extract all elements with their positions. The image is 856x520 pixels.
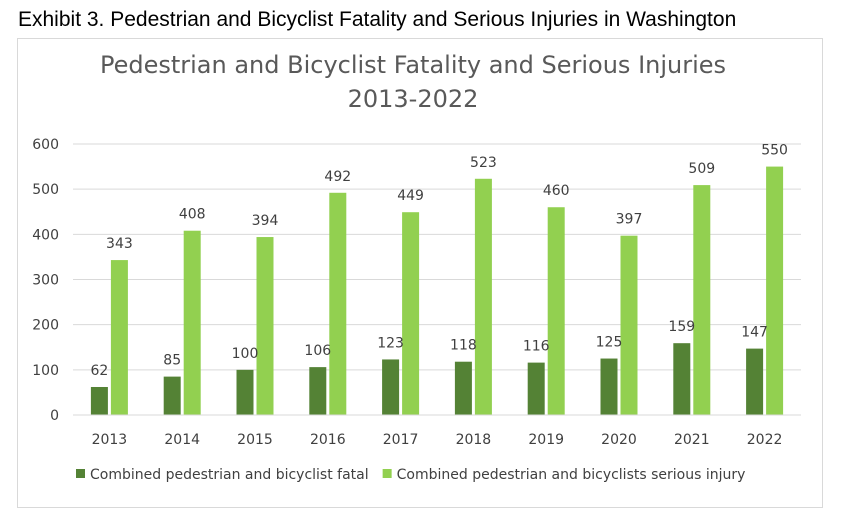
x-tick-label: 2020 bbox=[601, 432, 637, 448]
y-tick-label: 0 bbox=[50, 408, 59, 424]
bar-fatal bbox=[90, 386, 108, 415]
y-tick-label: 100 bbox=[32, 363, 59, 379]
x-tick-label: 2021 bbox=[674, 432, 710, 448]
bar-serious-injury bbox=[256, 237, 274, 415]
bar-serious-injury bbox=[402, 212, 420, 415]
y-tick-label: 500 bbox=[32, 182, 59, 198]
data-label: 62 bbox=[90, 363, 108, 379]
data-label: 509 bbox=[688, 161, 715, 177]
bar-serious-injury bbox=[110, 260, 128, 415]
data-label: 394 bbox=[252, 213, 279, 229]
data-label: 116 bbox=[523, 339, 550, 355]
x-tick-label: 2019 bbox=[528, 432, 564, 448]
bar-fatal bbox=[454, 361, 472, 415]
data-label: 408 bbox=[179, 207, 206, 223]
data-label: 343 bbox=[106, 236, 133, 252]
data-label: 460 bbox=[543, 183, 570, 199]
x-tick-label: 2013 bbox=[92, 432, 128, 448]
y-tick-label: 200 bbox=[32, 318, 59, 334]
legend-label-fatal: Combined pedestrian and bicyclist fatal bbox=[90, 467, 369, 483]
bar-serious-injury bbox=[547, 207, 565, 415]
y-tick-label: 400 bbox=[32, 227, 59, 243]
bar-serious-injury bbox=[620, 235, 638, 415]
bar-serious-injury bbox=[766, 166, 784, 415]
data-label: 100 bbox=[232, 346, 259, 362]
chart-title: Pedestrian and Bicyclist Fatality and Se… bbox=[100, 51, 726, 79]
bar-fatal bbox=[746, 348, 764, 415]
chart-area: Pedestrian and Bicyclist Fatality and Se… bbox=[17, 38, 823, 508]
data-label: 147 bbox=[741, 325, 768, 341]
bar-fatal bbox=[382, 359, 400, 415]
bar-fatal bbox=[527, 362, 545, 415]
bar-fatal bbox=[600, 358, 618, 415]
legend-label-serious-injury: Combined pedestrian and bicyclists serio… bbox=[397, 467, 746, 483]
bar-chart: Pedestrian and Bicyclist Fatality and Se… bbox=[32, 51, 801, 483]
x-tick-label: 2016 bbox=[310, 432, 346, 448]
data-label: 125 bbox=[596, 335, 623, 351]
data-label: 106 bbox=[304, 343, 331, 359]
data-label: 550 bbox=[761, 143, 788, 159]
bar-fatal bbox=[236, 369, 254, 415]
bar-serious-injury bbox=[183, 230, 201, 415]
data-label: 492 bbox=[324, 169, 351, 185]
data-label: 118 bbox=[450, 338, 477, 354]
bar-fatal bbox=[309, 367, 327, 415]
data-label: 159 bbox=[668, 319, 695, 335]
x-tick-label: 2015 bbox=[237, 432, 273, 448]
data-label: 85 bbox=[163, 353, 181, 369]
chart-subtitle: 2013-2022 bbox=[348, 85, 479, 113]
bar-serious-injury bbox=[474, 178, 492, 415]
exhibit-caption: Exhibit 3. Pedestrian and Bicyclist Fata… bbox=[18, 8, 737, 31]
x-tick-label: 2022 bbox=[747, 432, 783, 448]
bar-serious-injury bbox=[693, 185, 711, 415]
y-tick-label: 300 bbox=[32, 273, 59, 289]
bar-serious-injury bbox=[329, 192, 347, 415]
data-label: 449 bbox=[397, 188, 424, 204]
bar-fatal bbox=[163, 376, 181, 415]
x-tick-label: 2017 bbox=[383, 432, 419, 448]
data-label: 523 bbox=[470, 155, 497, 171]
data-label: 397 bbox=[616, 212, 643, 228]
legend-swatch-serious-injury bbox=[382, 469, 392, 478]
bar-fatal bbox=[673, 343, 691, 415]
data-label: 123 bbox=[377, 335, 404, 351]
y-tick-label: 600 bbox=[32, 137, 59, 153]
legend-swatch-fatal bbox=[76, 469, 85, 478]
x-tick-label: 2018 bbox=[456, 432, 492, 448]
x-tick-label: 2014 bbox=[164, 432, 200, 448]
